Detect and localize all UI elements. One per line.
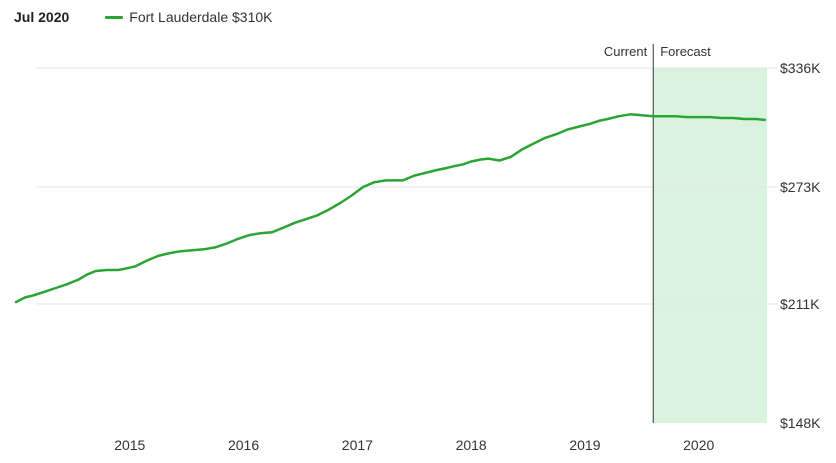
x-tick-label: 2019 (569, 437, 600, 453)
y-tick-label: $211K (780, 296, 820, 312)
grid-lines (36, 67, 778, 305)
legend-series-label: Fort Lauderdale $310K (129, 9, 273, 25)
x-tick-label: 2015 (114, 437, 145, 453)
y-axis-tick-labels: $148K $211K $273K $336K (780, 60, 821, 431)
series-line-fort-lauderdale[interactable] (14, 113, 766, 304)
x-axis-tick-labels: 2015 2016 2017 2018 2019 2020 (114, 437, 714, 453)
current-marker-label: Current (604, 44, 648, 59)
forecast-marker-label: Forecast (660, 44, 711, 59)
y-tick-label: $336K (780, 60, 821, 76)
legend-line-swatch (105, 15, 124, 19)
x-tick-label: 2016 (228, 437, 259, 453)
x-tick-label: 2017 (342, 437, 373, 453)
current-date-label: Jul 2020 (14, 9, 70, 25)
y-tick-label: $148K (780, 415, 821, 431)
y-tick-label: $273K (780, 179, 821, 195)
x-tick-label: 2020 (683, 437, 714, 453)
chart-header: Jul 2020 Fort Lauderdale $310K (14, 6, 272, 28)
x-tick-label: 2018 (456, 437, 487, 453)
legend[interactable]: Fort Lauderdale $310K (105, 9, 272, 25)
forecast-region (653, 68, 767, 423)
